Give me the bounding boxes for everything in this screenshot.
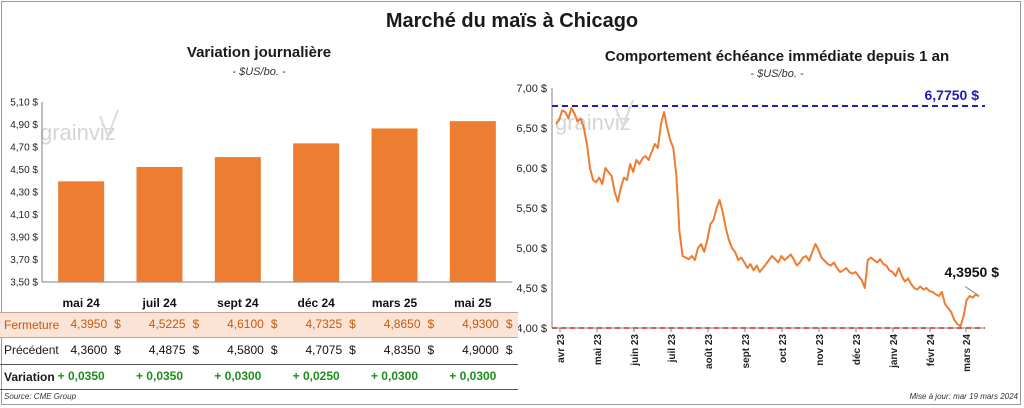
dollar-sign: $ [192, 343, 200, 357]
line-x-tick-label: janv 24 [889, 334, 900, 369]
dollar-sign: $ [349, 343, 356, 357]
variation-value: + 0,0250 [292, 369, 340, 383]
line-x-tick-label: mai 23 [593, 334, 604, 366]
bar [214, 157, 261, 282]
bar-category-label: sept 24 [217, 296, 259, 310]
variation-value: + 0,0300 [214, 369, 262, 383]
max-value-label: 6,7750 $ [925, 87, 980, 103]
source-note: Source: CME Group [4, 392, 77, 401]
line-y-tick-label: 5,50 $ [516, 203, 547, 215]
bar-y-tick-label: 4,90 $ [10, 120, 38, 131]
fermeture-value: 4,5225 [148, 317, 186, 331]
fermeture-value: 4,6100 [227, 317, 264, 331]
dollar-sign: $ [427, 317, 435, 331]
svg-text:grainviz: grainviz [555, 110, 631, 135]
bar [58, 181, 105, 282]
bar-y-tick-label: 4,70 $ [10, 143, 38, 154]
line-x-tick-label: août 23 [704, 334, 715, 369]
last-value-leader [964, 285, 978, 295]
bar [293, 143, 340, 282]
line-y-tick-label: 5,00 $ [516, 243, 547, 255]
bar-chart-unit: - $US/bo. - [232, 66, 286, 78]
precedent-label: Précédent [4, 343, 59, 357]
svg-text:grainviz: grainviz [40, 120, 116, 145]
last-value-label: 4,3950 $ [945, 264, 1000, 280]
dollar-sign: $ [505, 343, 513, 357]
precedent-value: 4,8350 [383, 343, 421, 357]
variation-label: Variation [4, 370, 55, 384]
bar [449, 121, 496, 282]
dollar-sign: $ [270, 317, 278, 331]
line-y-tick-label: 6,50 $ [516, 123, 547, 135]
line-y-tick-label: 4,00 $ [516, 323, 547, 335]
line-x-tick-label: déc 23 [852, 334, 863, 366]
dollar-sign: $ [270, 343, 278, 357]
line-x-tick-label: sept 23 [741, 334, 752, 369]
variation-row: Variation [0, 364, 518, 390]
precedent-value: 4,5800 [227, 343, 264, 357]
line-x-tick-label: avr 23 [556, 334, 567, 363]
fermeture-row: Fermeture [0, 312, 518, 338]
line-x-tick-label: oct 23 [778, 334, 789, 363]
bar [136, 166, 183, 282]
line-x-tick-label: mars 24 [962, 334, 973, 372]
dollar-sign: $ [114, 317, 121, 331]
bar-category-label: mai 25 [454, 296, 492, 310]
dollar-sign: $ [349, 317, 356, 331]
variation-value: + 0,0350 [135, 369, 184, 383]
bar-category-label: mars 25 [372, 296, 418, 310]
line-x-tick-label: juin 23 [630, 334, 641, 367]
bar-y-tick-label: 3,90 $ [10, 233, 38, 244]
variation-value: + 0,0350 [57, 369, 105, 383]
line-y-tick-label: 6,00 $ [516, 163, 547, 175]
bar-category-label: juil 24 [141, 296, 176, 310]
main-title: Marché du maïs à Chicago [385, 10, 639, 32]
precedent-value: 4,9000 [462, 343, 499, 357]
variation-value: + 0,0300 [449, 369, 497, 383]
bar-category-label: mai 24 [62, 296, 100, 310]
bar-y-tick-label: 4,10 $ [10, 210, 38, 221]
fermeture-label: Fermeture [4, 318, 60, 332]
grainviz-watermark-right: grainviz [555, 99, 634, 135]
update-note: Mise à jour: mar 19 mars 2024 [909, 392, 1019, 401]
grainviz-watermark-left: grainviz [40, 109, 119, 145]
fermeture-value: 4,9300 [462, 317, 499, 331]
price-series-line [555, 107, 980, 328]
line-x-tick-label: févr 24 [926, 334, 937, 367]
dollar-sign: $ [192, 317, 200, 331]
bar-chart: 3,50 $ 3,70 $ 3,90 $ 4,10 $ 4,30 $ 4,50 $ 4,70… [10, 98, 512, 310]
bar-y-tick-label: 4,50 $ [10, 165, 38, 176]
fermeture-value: 4,8650 [383, 317, 421, 331]
line-x-tick-label: juil 23 [667, 334, 678, 364]
dollar-sign: $ [114, 343, 121, 357]
fermeture-value: 4,3950 [70, 317, 108, 331]
line-y-tick-label: 7,00 $ [516, 83, 547, 95]
line-x-tick-label: nov 23 [815, 334, 826, 366]
bar-y-tick-label: 5,10 $ [10, 98, 38, 109]
fermeture-value: 4,7325 [305, 317, 343, 331]
precedent-row: Précédent [0, 338, 518, 362]
line-chart-title: Comportement échéance immédiate depuis 1… [604, 48, 950, 65]
line-chart-unit: - $US/bo. - [750, 68, 804, 80]
dollar-sign: $ [505, 317, 513, 331]
variation-value: + 0,0300 [370, 369, 419, 383]
precedent-value: 4,4875 [148, 343, 186, 357]
bar-y-tick-label: 4,30 $ [10, 188, 38, 199]
line-y-tick-label: 4,50 $ [516, 283, 547, 295]
bar-y-tick-label: 3,70 $ [10, 255, 38, 266]
bar-y-tick-label: 3,50 $ [10, 278, 38, 289]
precedent-value: 4,3600 [70, 343, 108, 357]
bar [371, 128, 418, 282]
bar-category-label: déc 24 [297, 296, 335, 310]
bar-chart-title: Variation journalière [186, 44, 332, 61]
dollar-sign: $ [427, 343, 435, 357]
precedent-value: 4,7075 [305, 343, 343, 357]
